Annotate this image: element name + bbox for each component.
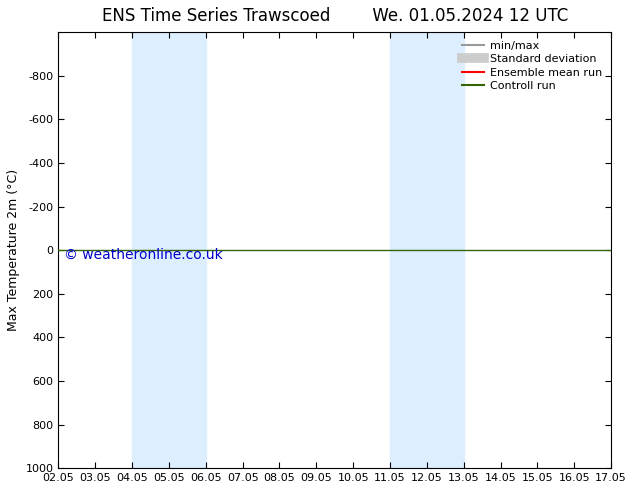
Text: © weatheronline.co.uk: © weatheronline.co.uk	[64, 248, 223, 262]
Title: ENS Time Series Trawscoed        We. 01.05.2024 12 UTC: ENS Time Series Trawscoed We. 01.05.2024…	[101, 7, 568, 25]
Legend: min/max, Standard deviation, Ensemble mean run, Controll run: min/max, Standard deviation, Ensemble me…	[459, 38, 605, 94]
Bar	[390, 32, 463, 468]
Y-axis label: Max Temperature 2m (°C): Max Temperature 2m (°C)	[7, 169, 20, 331]
Bar	[132, 32, 206, 468]
